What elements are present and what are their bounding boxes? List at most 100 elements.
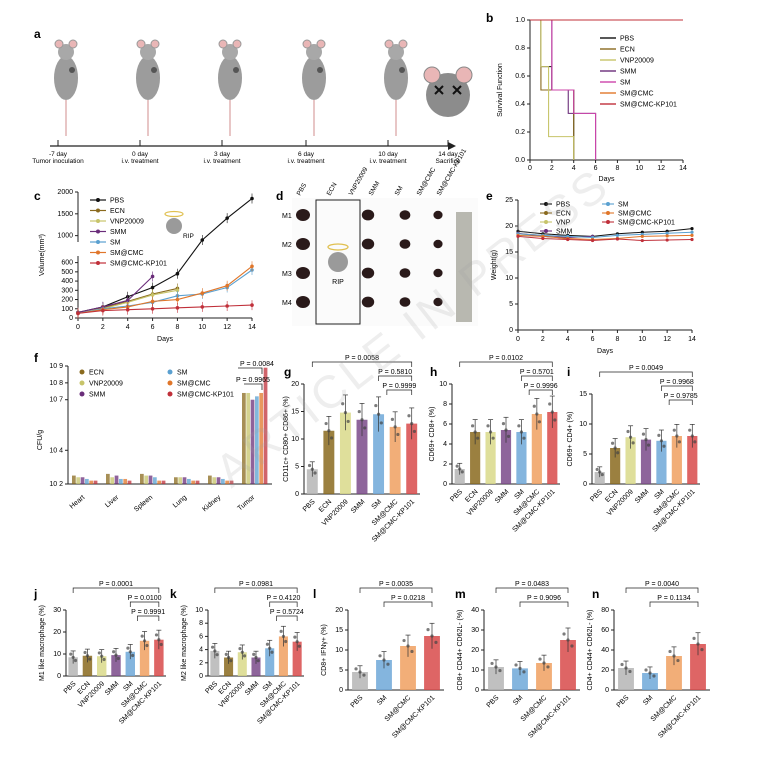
b-legend-label: SM@CMC-KP101 bbox=[620, 102, 677, 109]
tumor-photo bbox=[361, 238, 375, 250]
i-datapoint bbox=[677, 440, 682, 444]
f-bar bbox=[229, 480, 234, 484]
j-bar bbox=[111, 655, 121, 676]
k-bar bbox=[251, 657, 261, 676]
j-datapoint bbox=[114, 653, 118, 657]
g-datapoint bbox=[393, 425, 397, 429]
c-legend-label: SMM bbox=[110, 229, 127, 236]
f-ytick-label: 10 2 bbox=[49, 481, 63, 488]
f-bar bbox=[208, 475, 212, 484]
c-xlabel: Days bbox=[157, 336, 173, 343]
b-series-SM bbox=[530, 19, 597, 160]
f-bar bbox=[174, 477, 178, 484]
f-bar bbox=[72, 475, 76, 484]
panel-label-i: i bbox=[567, 365, 570, 379]
k-category-label: SMM bbox=[244, 680, 261, 697]
k-datapoint bbox=[240, 650, 244, 654]
i-bar bbox=[656, 440, 667, 484]
h-bar bbox=[516, 432, 527, 484]
photo-column-label: ECN bbox=[326, 181, 339, 197]
h-datapoint bbox=[506, 434, 511, 438]
c-series-SM@CMC bbox=[77, 265, 253, 314]
j-datapoint bbox=[140, 634, 144, 638]
tumor-photo bbox=[296, 238, 310, 250]
b-ytick-label: 0.2 bbox=[515, 129, 525, 136]
l-pvalue: P = 0.0218 bbox=[391, 595, 425, 602]
e-xtick-label: 4 bbox=[566, 336, 570, 343]
c-xtick-label: 12 bbox=[223, 324, 231, 331]
f-pvalue: P = 0.9965 bbox=[236, 377, 270, 384]
k-bracket bbox=[214, 587, 298, 593]
k-datapoint bbox=[265, 642, 270, 646]
g-datapoint bbox=[310, 467, 314, 471]
h-datapoint bbox=[550, 410, 554, 414]
l-ytick-label: 15 bbox=[335, 627, 343, 634]
mouse-icon bbox=[54, 39, 78, 136]
mouse-head bbox=[388, 44, 404, 60]
f-bar bbox=[212, 477, 217, 484]
m-datapoint bbox=[546, 665, 550, 669]
f-bar bbox=[191, 480, 196, 484]
e-ytick-label: 15 bbox=[505, 249, 513, 256]
c-ytick-label: 2000 bbox=[57, 189, 73, 196]
i-datapoint bbox=[595, 467, 599, 472]
c-legend-marker bbox=[96, 198, 100, 202]
l-bracket bbox=[359, 587, 433, 593]
g-pvalue: P = 0.9999 bbox=[382, 383, 416, 390]
mouse-ear bbox=[218, 39, 228, 49]
b-ytick-label: 0.4 bbox=[515, 101, 525, 108]
dead-mouse-icon bbox=[423, 66, 473, 117]
m-datapoint bbox=[522, 670, 526, 674]
g-datapoint bbox=[313, 471, 317, 475]
n-datapoint bbox=[692, 636, 696, 640]
photo-rip-label: RIP bbox=[332, 279, 344, 286]
k-bar bbox=[278, 636, 288, 676]
m-ytick-label: 10 bbox=[471, 667, 479, 674]
f-ytick-label: 10 9 bbox=[49, 363, 63, 370]
i-bracket bbox=[599, 371, 693, 377]
m-datapoint bbox=[566, 638, 570, 642]
mouse-body bbox=[136, 56, 160, 100]
g-ytick-label: 0 bbox=[295, 491, 299, 498]
f-ytick-label: 10 7 bbox=[49, 397, 63, 404]
tumor-photo bbox=[296, 296, 310, 308]
j-datapoint bbox=[83, 650, 87, 655]
e-point bbox=[690, 230, 694, 234]
mouse-icon bbox=[302, 39, 326, 136]
f-category-label: Lung bbox=[172, 494, 189, 509]
f-bar bbox=[114, 475, 119, 484]
k-bracket bbox=[276, 615, 298, 621]
c-ytick-label: 600 bbox=[61, 260, 73, 267]
k-pvalue: P = 0.4120 bbox=[266, 595, 300, 602]
m-datapoint bbox=[494, 665, 498, 669]
n-datapoint bbox=[648, 671, 652, 675]
panel-label-n: n bbox=[592, 587, 599, 601]
m-ytick-label: 0 bbox=[475, 687, 479, 694]
j-bar bbox=[125, 651, 135, 676]
h-ytick-label: 0 bbox=[443, 481, 447, 488]
f-ytick-label: 10 8 bbox=[49, 380, 63, 387]
photo-row-label: M4 bbox=[282, 300, 292, 307]
h-ytick-label: 4 bbox=[443, 441, 447, 448]
l-category-label: SM bbox=[376, 694, 388, 706]
n-category-label: SM@CMC-KP101 bbox=[657, 694, 702, 739]
j-bracket bbox=[129, 601, 160, 607]
e-legend-marker bbox=[544, 229, 548, 233]
mouse-head bbox=[222, 44, 238, 60]
k-category-label: PBS bbox=[204, 680, 219, 695]
n-bar bbox=[690, 644, 706, 690]
i-datapoint bbox=[693, 440, 697, 444]
g-datapoint bbox=[374, 403, 378, 408]
g-datapoint bbox=[307, 463, 312, 468]
i-pvalue: P = 0.9785 bbox=[664, 393, 698, 400]
f-bar bbox=[161, 480, 166, 484]
f-bar bbox=[242, 392, 246, 484]
i-datapoint bbox=[610, 441, 615, 445]
tumor-photo bbox=[361, 267, 375, 279]
g-datapoint bbox=[363, 426, 367, 430]
k-datapoint bbox=[229, 659, 233, 663]
h-bar bbox=[470, 432, 481, 484]
h-bar bbox=[500, 430, 512, 484]
timeline-day: 6 day bbox=[298, 151, 315, 158]
f-bar bbox=[157, 480, 162, 484]
